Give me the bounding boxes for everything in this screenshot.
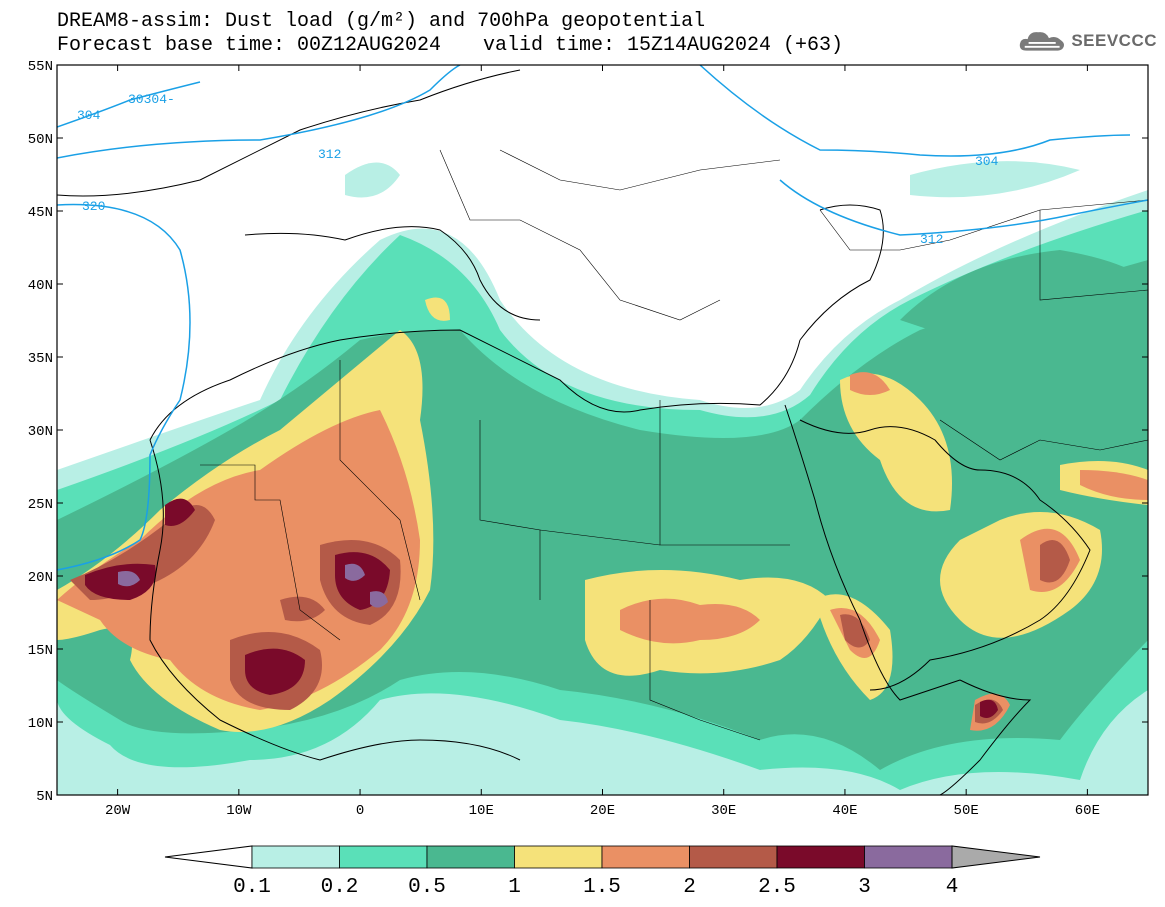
lat-tick-label: 15N [28, 643, 53, 659]
valid-time: valid time: 15Z14AUG2024 (+63) [483, 34, 844, 57]
colorbar-under-arrow [164, 845, 253, 869]
lat-tick-label: 10N [28, 716, 53, 732]
longitude-axis: 20W 10W 0 10E 20E 30E 40E 50E 60E [105, 65, 1100, 819]
lat-tick-label: 50N [28, 132, 53, 148]
colorbar-label: 1 [508, 876, 521, 899]
lat-tick-label: 25N [28, 497, 53, 513]
contour-label: 312 [318, 147, 341, 162]
colorbar-label: 0.2 [321, 876, 359, 899]
contour-label: 304 [77, 108, 101, 123]
colorbar-label: 4 [946, 876, 959, 899]
colorbar-swatch [689, 845, 778, 869]
colorbar-swatch [601, 845, 690, 869]
colorbar-label: 1.5 [583, 876, 621, 899]
contour-labels: 304 30304- 312 320 304 312 [77, 92, 999, 247]
contour-label: 304 [975, 154, 999, 169]
colorbar-label: 2.5 [758, 876, 796, 899]
country-borders [200, 149, 1148, 741]
dust-field-3 [118, 563, 388, 608]
lat-tick-label: 45N [28, 205, 53, 221]
lat-tick-label: 35N [28, 351, 53, 367]
geopotential-contours [57, 65, 1148, 571]
dust-field-1.5 [57, 372, 1148, 731]
contour-label: 312 [920, 232, 943, 247]
seevccc-logo: SEEVCCC [1017, 26, 1157, 56]
colorbar: 0.1 0.2 0.5 1 1.5 2 2.5 3 4 [164, 845, 1041, 899]
lat-tick-label: 30N [28, 424, 53, 440]
lat-tick-label: 55N [28, 59, 53, 75]
colorbar-swatch [426, 845, 515, 869]
lat-tick-label: 20N [28, 570, 53, 586]
colorbar-label: 0.1 [233, 876, 271, 899]
map-title: DREAM8-assim: Dust load (g/m²) and 700hP… [57, 10, 706, 33]
colorbar-over-arrow [951, 845, 1041, 869]
forecast-base-time: Forecast base time: 00Z12AUG2024 [57, 34, 442, 57]
lon-tick-label: 0 [356, 803, 364, 819]
lon-tick-label: 50E [954, 803, 979, 819]
contour-label: 320 [82, 199, 105, 214]
lon-tick-label: 40E [832, 803, 857, 819]
colorbar-swatch [251, 845, 340, 869]
colorbar-label: 3 [858, 876, 871, 899]
colorbar-label: 0.5 [408, 876, 446, 899]
logo-text: SEEVCCC [1071, 31, 1157, 50]
lon-tick-label: 10W [226, 803, 252, 819]
lon-tick-label: 10E [469, 803, 494, 819]
coastlines [57, 69, 1091, 795]
latitude-axis: 55N 50N 45N 40N 35N 30N 25N 20N 15N 10N 5N [28, 59, 1148, 805]
lon-tick-label: 20E [590, 803, 615, 819]
colorbar-label: 2 [683, 876, 696, 899]
colorbar-swatch [514, 845, 603, 869]
lon-tick-label: 20W [105, 803, 131, 819]
cloud-icon [1019, 32, 1065, 51]
colorbar-swatch [776, 845, 865, 869]
lat-tick-label: 40N [28, 278, 53, 294]
colorbar-swatch [339, 845, 428, 869]
colorbar-swatch [864, 845, 953, 869]
map-area: 304 30304- 312 320 304 312 [57, 65, 1148, 795]
contour-label: 30304- [128, 92, 175, 107]
lat-tick-label: 5N [36, 789, 53, 805]
lon-tick-label: 60E [1075, 803, 1100, 819]
lon-tick-label: 30E [711, 803, 736, 819]
